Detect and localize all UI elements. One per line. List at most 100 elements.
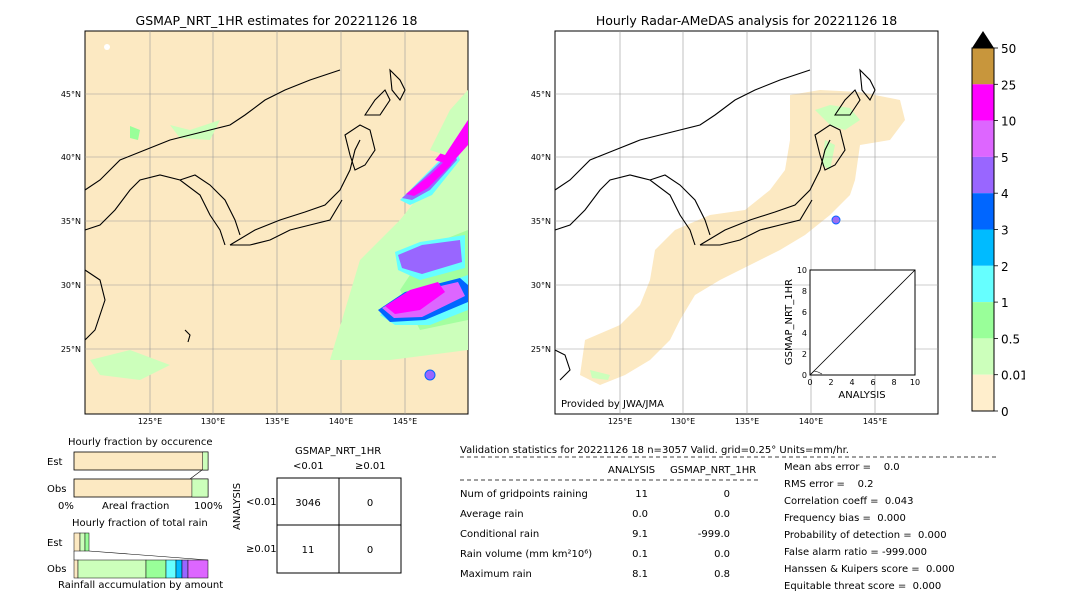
scatter-x-tick-label: 6: [870, 378, 875, 387]
scatter-x-tick-label: 4: [849, 378, 854, 387]
lon-tick-label: 145°E: [863, 417, 887, 425]
lat-tick-label: 25°N: [531, 345, 551, 354]
colorbar-label: 4: [1001, 187, 1009, 201]
colorbar-block: [972, 302, 994, 339]
lon-tick-label: 145°E: [393, 417, 417, 425]
total-rain-bars: [73, 532, 209, 579]
lat-tick-label: 45°N: [61, 90, 81, 99]
scatter-xlabel: ANALYSIS: [838, 390, 885, 401]
validation-row-label: Num of gridpoints raining: [460, 489, 588, 500]
colorbar: 50 25 10 5 4 3 2 1 0.5 0.01 0: [971, 31, 1025, 419]
lon-tick-label: 135°E: [265, 417, 289, 425]
validation-row-gsmap: 0.0: [714, 549, 730, 560]
colorbar-label: 25: [1001, 78, 1016, 92]
left-map: 45°N 40°N 35°N 30°N 25°N 125°E 130°E 135…: [61, 30, 469, 425]
scatter-y-tick-label: 8: [802, 287, 807, 296]
occurrence-bars: [73, 451, 209, 498]
occurrence-est-label: Est: [47, 457, 63, 468]
colorbar-block: [972, 48, 994, 85]
lat-tick-label: 30°N: [531, 281, 551, 290]
colorbar-label: 1: [1001, 296, 1009, 310]
colorbar-label: 5: [1001, 151, 1009, 165]
colorbar-block: [972, 374, 994, 411]
validation-row-analysis: 0.1: [632, 549, 648, 560]
right-map-rain-cell: [831, 215, 841, 225]
right-map-light-rain-2: [822, 140, 835, 170]
validation-row-label: Conditional rain: [460, 529, 540, 540]
occurrence-obs-bar: [73, 478, 209, 498]
lat-tick-label: 30°N: [61, 281, 81, 290]
scatter-x-tick-label: 10: [910, 378, 920, 387]
occurrence-obs-label: Obs: [47, 484, 67, 495]
left-map-gridlines: [85, 31, 468, 414]
lat-tick-label: 35°N: [531, 217, 551, 226]
left-map-rain-areas: [90, 90, 468, 381]
lat-tick-label: 35°N: [61, 217, 81, 226]
colorbar-label: 0.01: [1001, 369, 1025, 383]
colorbar-block: [972, 265, 994, 303]
lon-tick-label: 125°E: [138, 417, 162, 425]
scatter-x-tick-label: 8: [891, 378, 896, 387]
total-rain-est-label: Est: [47, 538, 63, 549]
validation-header: Validation statistics for 20221126 18 n=…: [460, 445, 849, 456]
scatter-y-tick-label: 6: [802, 308, 807, 317]
occurrence-est-bar: [73, 451, 209, 471]
colorbar-block: [972, 120, 994, 157]
colorbar-label: 0: [1001, 405, 1009, 419]
left-map-title: GSMAP_NRT_1HR estimates for 20221126 18: [135, 13, 418, 28]
occurrence-axis-right: 100%: [194, 501, 223, 512]
colorbar-block: [972, 156, 994, 194]
right-map-title: Hourly Radar-AMeDAS analysis for 2022112…: [595, 13, 898, 28]
lon-tick-label: 130°E: [201, 417, 225, 425]
validation-row-gsmap: 0.0: [714, 509, 730, 520]
lat-tick-label: 45°N: [531, 90, 551, 99]
scatter-points: [810, 370, 823, 375]
validation-row-label: Maximum rain: [460, 569, 532, 580]
scatter-diagonal: [809, 269, 916, 376]
colorbar-block: [972, 338, 994, 375]
left-map-lake-marker: [104, 44, 110, 50]
total-rain-obs-label: Obs: [47, 564, 67, 575]
right-map-coastlines: [554, 68, 876, 381]
scatter-ylabel: GSMAP_NRT_1HR: [784, 279, 795, 365]
lon-tick-label: 135°E: [735, 417, 759, 425]
total-rain-footer: Rainfall accumulation by amount: [58, 580, 224, 591]
contingency-cell: 3046: [295, 498, 320, 509]
colorbar-label: 50: [1001, 42, 1016, 56]
scatter-y-tick-label: 4: [802, 329, 807, 338]
scatter-y-ticks: 0 2 4 6 8 10: [797, 266, 807, 380]
occurrence-title: Hourly fraction by occurence: [68, 437, 213, 448]
total-rain-title: Hourly fraction of total rain: [72, 518, 208, 529]
validation-score: Probability of detection = 0.000: [784, 530, 947, 541]
validation-row-gsmap: 0: [723, 489, 730, 500]
scatter-y-tick-label: 2: [802, 350, 807, 359]
occurrence-axis-mid: Areal fraction: [102, 501, 170, 512]
lat-tick-label: 40°N: [531, 153, 551, 162]
scatter-y-tick-label: 0: [802, 371, 807, 380]
contingency-col2: ≥0.01: [355, 461, 386, 472]
validation-row-label: Average rain: [460, 509, 524, 520]
contingency-cell: 0: [367, 498, 373, 509]
lon-tick-label: 140°E: [799, 417, 823, 425]
right-map: 45°N 40°N 35°N 30°N 25°N 125°E 130°E 135…: [531, 30, 939, 425]
right-map-light-rain: [815, 105, 860, 130]
validation-col-gsmap: GSMAP_NRT_1HR: [670, 465, 757, 476]
colorbar-block: [972, 193, 994, 230]
lat-tick-label: 25°N: [61, 345, 81, 354]
validation-col-analysis: ANALYSIS: [608, 465, 656, 476]
occurrence-axis-left: 0%: [58, 501, 74, 512]
validation-score: Frequency bias = 0.000: [784, 513, 906, 524]
scatter-x-tick-label: 0: [807, 378, 812, 387]
contingency-grid: 3046 0 11 0: [276, 477, 402, 574]
validation-row-gsmap: 0.8: [714, 569, 730, 580]
colorbar-over-arrow: [972, 31, 994, 48]
colorbar-block: [972, 84, 994, 121]
validation-score: RMS error = 0.2: [784, 479, 874, 490]
contingency-cell: 11: [302, 545, 315, 556]
validation-row-label: Rain volume (mm km²10⁶): [460, 549, 593, 560]
scatter-x-ticks: 0 2 4 6 8 10: [807, 378, 920, 387]
left-map-lon-ticks: 125°E 130°E 135°E 140°E 145°E: [138, 417, 417, 425]
occurrence-est-rain-fill: [202, 451, 209, 471]
contingency-row1: <0.01: [246, 497, 277, 508]
validation-score: Hanssen & Kuipers score = 0.000: [784, 564, 955, 575]
